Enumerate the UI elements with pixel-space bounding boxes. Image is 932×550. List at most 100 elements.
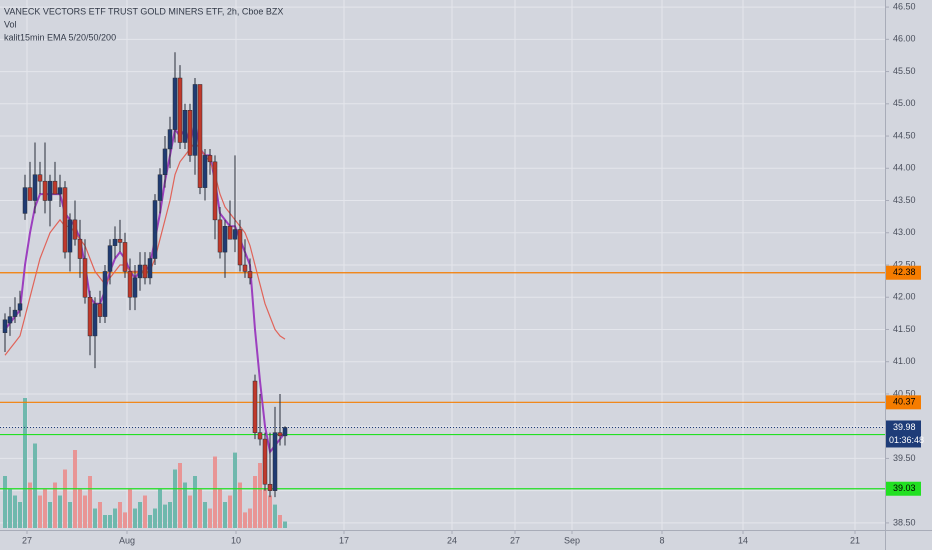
candle-body: [192, 84, 198, 156]
volume-bar: [143, 495, 147, 528]
candle-body: [277, 432, 283, 437]
y-tick-label: 42.00: [893, 292, 916, 302]
candle-body: [227, 226, 233, 240]
level-badge: [886, 265, 921, 280]
volume-bar: [123, 512, 127, 528]
candle-body: [62, 187, 68, 253]
candle-body: [282, 427, 288, 437]
candle-body: [87, 296, 93, 337]
volume-bar: [63, 469, 67, 528]
candle-body: [12, 309, 18, 317]
level-badge: [886, 395, 921, 410]
candle-body: [217, 219, 223, 253]
candle-body: [137, 264, 143, 279]
volume-bar: [278, 515, 282, 528]
volume-bar: [38, 495, 42, 528]
volume-bar: [33, 443, 37, 528]
volume-bar: [148, 515, 152, 528]
volume-bar: [48, 502, 52, 528]
candle-body: [117, 238, 123, 243]
candle-body: [112, 238, 118, 246]
volume-bar: [153, 508, 157, 528]
candle-body: [67, 219, 73, 253]
volume-bar: [88, 476, 92, 528]
y-tick-label: 39.50: [893, 453, 916, 463]
volume-bar: [173, 469, 177, 528]
x-tick-label: 10: [231, 535, 241, 545]
x-tick-label: 24: [447, 535, 457, 545]
x-tick-label: 21: [850, 535, 860, 545]
candle-body: [157, 174, 163, 201]
candle-body: [127, 271, 133, 298]
candle-body: [97, 303, 103, 317]
volume-bar: [183, 482, 187, 528]
candle-body: [132, 277, 138, 298]
volume-bar: [118, 502, 122, 528]
y-tick-label: 46.00: [893, 34, 916, 44]
candle-body: [32, 174, 38, 201]
candle-body: [22, 187, 28, 214]
volume-bar: [18, 502, 22, 528]
candle-body: [252, 380, 258, 433]
volume-bar: [203, 502, 207, 528]
x-tick-label: 14: [738, 535, 748, 545]
volume-bar: [108, 515, 112, 528]
candle-body: [152, 200, 158, 259]
y-tick-label: 45.00: [893, 98, 916, 108]
level-label: 40.37: [893, 397, 916, 407]
y-tick-label: 40.50: [893, 388, 916, 398]
volume-bar: [198, 489, 202, 528]
candle-body: [92, 303, 98, 337]
candle-body: [272, 432, 278, 491]
volume-bar: [138, 502, 142, 528]
volume-bar: [98, 502, 102, 528]
candle-body: [107, 245, 113, 272]
candle-body: [77, 238, 83, 259]
candle-body: [57, 187, 63, 195]
candle-body: [122, 242, 128, 272]
volume-bar: [3, 476, 7, 528]
x-tick-label: 27: [510, 535, 520, 545]
volume-bar: [163, 504, 167, 528]
candle-body: [262, 438, 268, 485]
candle-body: [232, 229, 238, 240]
volume-bar: [68, 502, 72, 528]
volume-bar: [28, 482, 32, 528]
candle-body: [37, 174, 43, 182]
volume-bar: [178, 463, 182, 528]
level-label: 42.38: [893, 267, 916, 277]
candle-body: [52, 180, 58, 195]
volume-bar: [273, 504, 277, 528]
y-tick-label: 46.50: [893, 1, 916, 11]
candle-body: [177, 77, 183, 143]
candle-body: [182, 110, 188, 143]
volume-bar: [248, 508, 252, 528]
volume-bar: [263, 489, 267, 528]
volume-bar: [218, 489, 222, 528]
volume-bar: [158, 489, 162, 528]
x-tick-label: 17: [339, 535, 349, 545]
volume-bar: [208, 508, 212, 528]
x-tick-label: Sep: [564, 535, 580, 545]
candle-body: [207, 155, 213, 163]
candle-body: [237, 229, 243, 266]
volume-bar: [23, 398, 27, 528]
y-tick-label: 45.50: [893, 66, 916, 76]
volume-bar: [128, 489, 132, 528]
candle-body: [7, 316, 13, 324]
candle-body: [102, 271, 108, 317]
x-tick-label: 8: [659, 535, 664, 545]
candle-body: [72, 219, 78, 240]
volume-bar: [103, 515, 107, 528]
x-tick-label: 27: [22, 535, 32, 545]
candle-body: [187, 110, 193, 156]
y-tick-label: 44.00: [893, 163, 916, 173]
y-tick-label: 44.50: [893, 130, 916, 140]
candle-body: [172, 77, 178, 130]
candle-body: [147, 258, 153, 279]
volume-bar: [228, 495, 232, 528]
chart-title: VANECK VECTORS ETF TRUST GOLD MINERS ETF…: [4, 6, 283, 16]
y-tick-label: 41.00: [893, 356, 916, 366]
candle-body: [42, 180, 48, 201]
